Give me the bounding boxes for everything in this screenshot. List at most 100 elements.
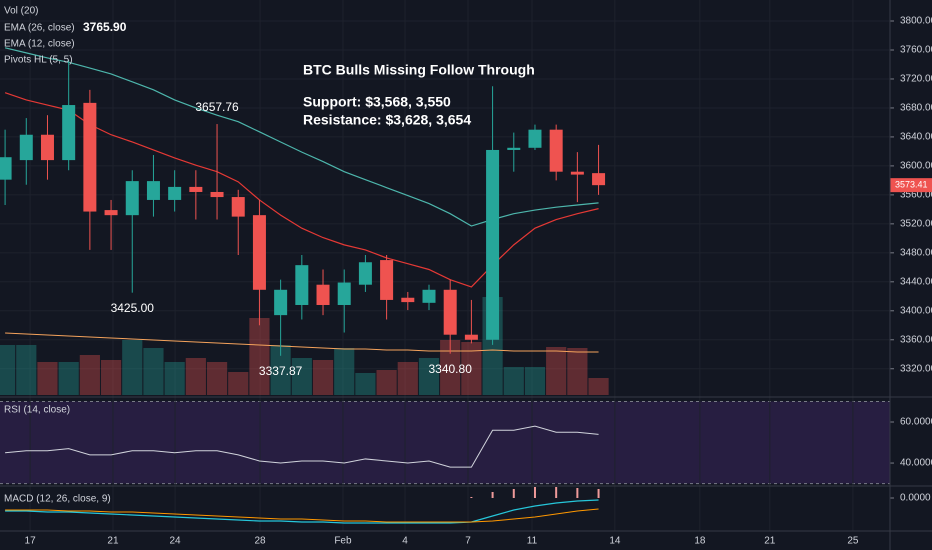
candle-body	[380, 260, 394, 300]
volume-bar	[291, 358, 312, 395]
macd-line	[5, 499, 599, 524]
last-price-box	[890, 178, 932, 193]
y-tick-label: 3800.00	[900, 16, 932, 27]
candle-body	[507, 147, 521, 150]
y-tick-label: 0.0000	[900, 493, 931, 504]
legend-entry: EMA (12, close)	[4, 39, 75, 50]
x-tick-label: Feb	[334, 536, 352, 547]
candle-body	[464, 334, 478, 340]
volume-bar	[376, 370, 397, 395]
candle-body	[358, 262, 372, 285]
macd-histogram	[555, 487, 558, 498]
candle-body	[168, 186, 182, 200]
candle-body	[252, 215, 266, 290]
y-tick-label: 3400.00	[900, 305, 932, 316]
candle-body	[83, 102, 97, 212]
candle-body	[549, 129, 563, 172]
volume-bar	[312, 360, 334, 395]
pivot-label: 3337.87	[259, 364, 303, 378]
legend-entry: Vol (20)	[4, 6, 38, 17]
legend-value: 3765.90	[83, 20, 127, 34]
volume-bar	[334, 348, 355, 395]
candle-body	[486, 149, 500, 340]
ema-line	[4, 47, 599, 227]
y-tick-label: 3320.00	[900, 363, 932, 374]
rsi-band	[0, 401, 890, 484]
y-tick-label: 60.0000	[900, 417, 932, 428]
y-tick-label: 40.0000	[900, 458, 932, 469]
candle-body	[337, 282, 351, 305]
x-tick-label: 11	[527, 536, 538, 547]
volume-bar	[16, 345, 37, 395]
pivot-label: 3340.80	[428, 362, 472, 376]
signal-line	[5, 508, 599, 523]
volume-bar	[503, 367, 524, 395]
candle-body	[189, 186, 203, 192]
volume-bar	[185, 358, 206, 395]
volume-bar	[100, 360, 122, 395]
volume-bar	[397, 362, 418, 395]
x-tick-label: 25	[847, 536, 859, 547]
volume-bar	[37, 362, 58, 395]
macd-histogram	[491, 492, 494, 498]
x-tick-label: 18	[694, 536, 706, 547]
x-tick-label: 21	[107, 536, 119, 547]
volume-bar	[355, 373, 376, 395]
volume-bar	[206, 362, 228, 395]
y-tick-label: 3680.00	[900, 103, 932, 114]
macd-histogram	[576, 488, 579, 498]
volume-bar	[58, 362, 79, 395]
y-tick-label: 3720.00	[900, 74, 932, 85]
rsi-line	[5, 425, 599, 468]
macd-histogram	[512, 489, 515, 498]
pivot-label: 3425.00	[111, 301, 155, 315]
annotation-line: Support: $3,568, 3,550	[303, 94, 451, 110]
last-price-label: 3573.41	[895, 180, 928, 190]
x-tick-label: 17	[25, 536, 37, 547]
candle-body	[210, 191, 224, 198]
legend-entry: Pivots HL (5, 5)	[4, 55, 73, 66]
volume-bar	[249, 318, 270, 395]
y-tick-label: 3440.00	[900, 276, 932, 287]
legend-entry: EMA (26, close)	[4, 23, 75, 34]
pane-label: RSI (14, close)	[4, 405, 70, 416]
candle-body	[422, 289, 436, 303]
y-tick-label: 3600.00	[900, 161, 932, 172]
candle-body	[146, 181, 160, 200]
volume-bar	[418, 358, 440, 395]
y-tick-label: 3360.00	[900, 334, 932, 345]
candle-body	[62, 105, 76, 161]
y-tick-label: 3560.00	[900, 190, 932, 201]
candle-body	[125, 181, 139, 216]
pane-label: MACD (12, 26, close, 9)	[4, 494, 111, 505]
volume-bar	[143, 348, 164, 395]
x-tick-label: 14	[609, 536, 621, 547]
y-tick-label: 3480.00	[900, 247, 932, 258]
volume-bar	[79, 355, 100, 395]
macd-histogram	[597, 489, 600, 498]
macd-histogram	[470, 497, 473, 498]
y-tick-label: 3760.00	[900, 45, 932, 56]
macd-histogram	[533, 487, 536, 498]
candle-body	[104, 210, 118, 216]
volume-bar	[440, 340, 461, 395]
ema-line	[4, 92, 599, 288]
annotation-line: Resistance: $3,628, 3,654	[303, 112, 471, 128]
x-tick-label: 28	[255, 536, 267, 547]
candle-body	[528, 129, 542, 148]
x-tick-label: 4	[402, 536, 408, 547]
candle-body	[231, 197, 245, 217]
x-tick-label: 7	[465, 536, 471, 547]
candle-body	[40, 134, 54, 161]
volume-bar	[524, 367, 546, 395]
candle-body	[570, 171, 584, 175]
volume-bar	[0, 345, 16, 395]
candle-body	[316, 284, 330, 305]
volume-bar	[228, 372, 249, 395]
y-tick-label: 3640.00	[900, 132, 932, 143]
volume-bar	[588, 378, 609, 395]
volume-bar	[164, 362, 185, 395]
candle-body	[443, 289, 457, 335]
volume-bar	[122, 340, 143, 395]
